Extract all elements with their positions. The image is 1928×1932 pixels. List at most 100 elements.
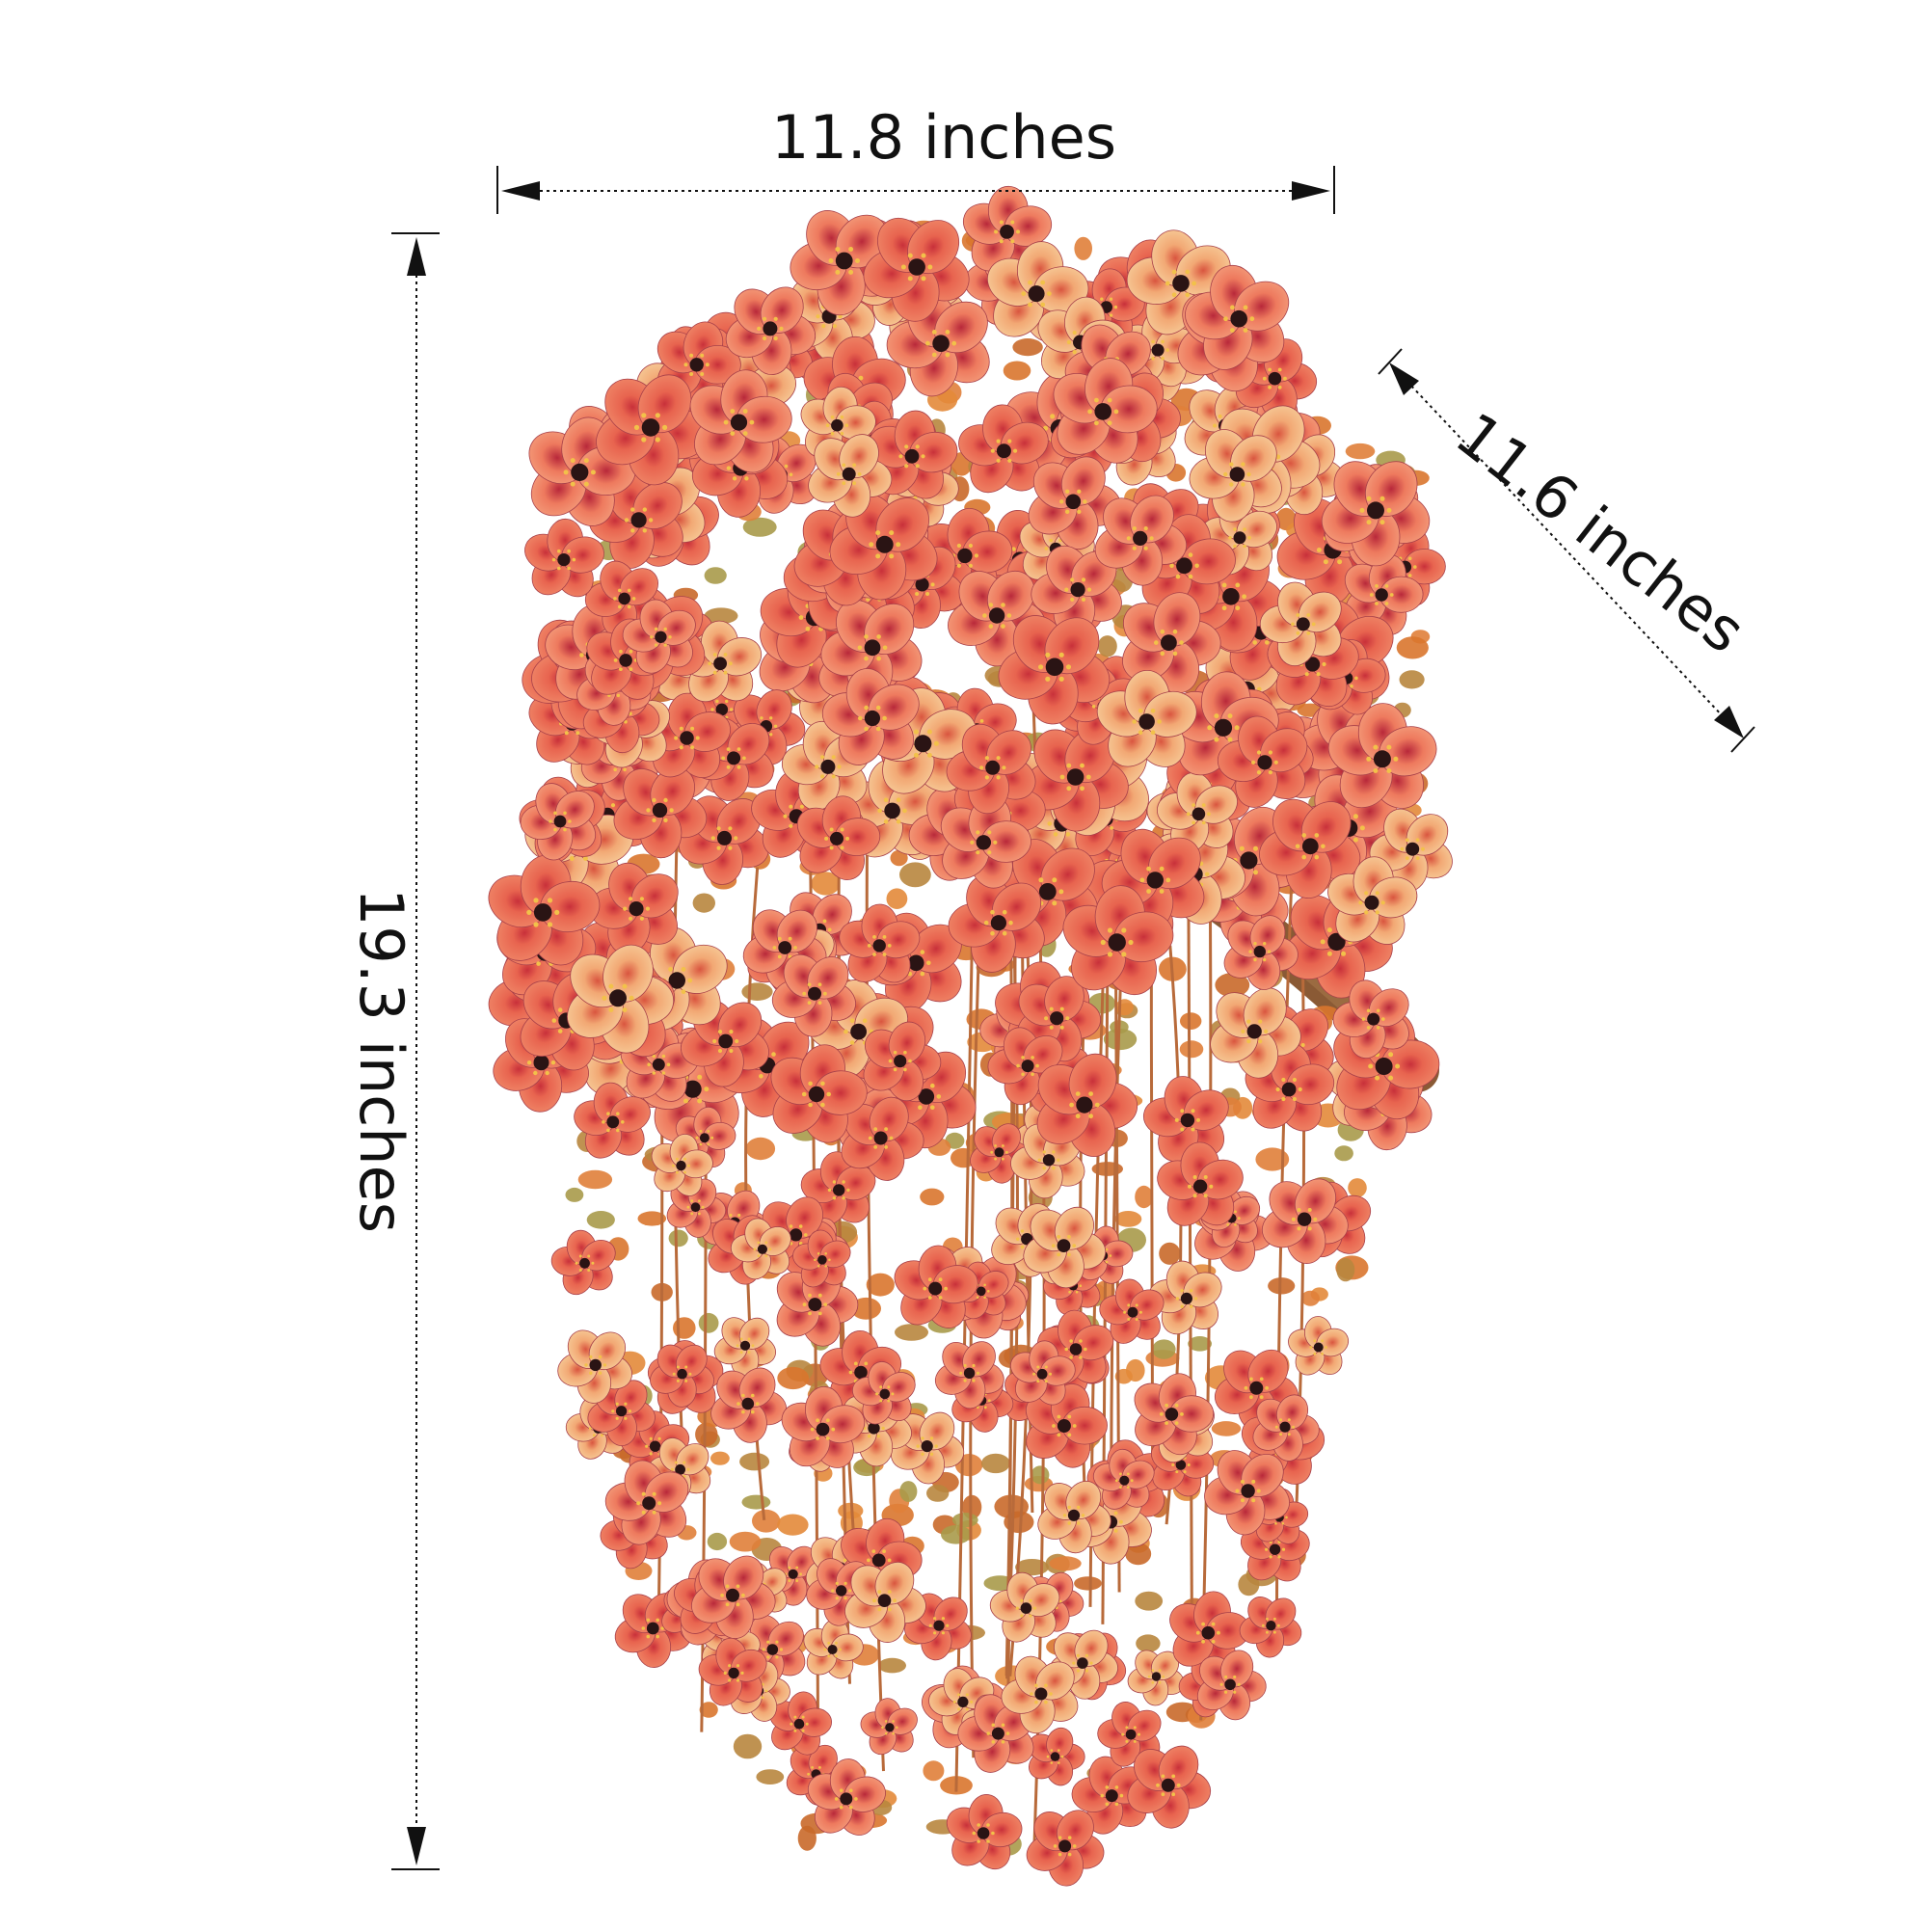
leaf [1097, 635, 1117, 657]
leaf [895, 1324, 928, 1341]
flower [951, 1261, 1009, 1320]
leaf [878, 1657, 906, 1674]
flower [768, 1691, 832, 1756]
flower [651, 1134, 713, 1196]
flower [957, 1694, 1034, 1773]
leaf [1215, 973, 1250, 998]
flower [1288, 1316, 1350, 1376]
flower [948, 570, 1047, 667]
leaf [704, 607, 738, 625]
leaf [981, 1453, 1010, 1474]
flower [488, 854, 601, 966]
leaf [741, 1494, 771, 1510]
flower [567, 944, 675, 1054]
leaf [1300, 1290, 1320, 1306]
leaf [1152, 1339, 1176, 1359]
flower [650, 1344, 715, 1408]
leaf [1126, 1358, 1145, 1382]
flower [588, 862, 679, 954]
leaf [1336, 1257, 1355, 1282]
flower [666, 1178, 727, 1238]
flower [1036, 1053, 1138, 1157]
flower [1369, 808, 1453, 893]
leaf [742, 517, 777, 537]
leaf [866, 1273, 895, 1297]
flower [1094, 495, 1188, 586]
flower [557, 1329, 632, 1404]
leaf [1255, 1147, 1290, 1171]
leaf [1114, 1211, 1142, 1227]
flower [691, 1555, 776, 1639]
flower [1009, 1340, 1076, 1406]
hanging-stem [969, 927, 981, 1758]
leaf [1159, 1242, 1181, 1265]
height-dimension-line [391, 232, 440, 1870]
leaf [777, 1514, 809, 1536]
leaf [692, 893, 715, 913]
flower [792, 1229, 851, 1288]
leaf [695, 1422, 718, 1447]
flower [614, 1593, 692, 1668]
flower [807, 1758, 886, 1836]
flower [796, 795, 881, 880]
leaf [1074, 236, 1092, 260]
flower [1031, 545, 1122, 637]
flower [528, 416, 636, 526]
flower [851, 1361, 916, 1425]
flower [1259, 581, 1342, 667]
flower [713, 1317, 777, 1378]
flower [803, 1618, 864, 1679]
leaf [637, 1211, 667, 1226]
leaf [811, 872, 841, 896]
flower [1217, 715, 1308, 808]
flower [790, 210, 897, 316]
leaf [1031, 1465, 1050, 1485]
flower [622, 599, 696, 674]
flower [1029, 1727, 1085, 1786]
flower [1127, 1650, 1185, 1706]
leaf [951, 1513, 978, 1528]
leaf [673, 1317, 696, 1339]
leaf [729, 1531, 762, 1552]
leaf [707, 1532, 728, 1551]
flower [1026, 1810, 1105, 1887]
flower [524, 518, 604, 598]
leaf [739, 1452, 770, 1471]
flower [958, 404, 1049, 494]
flower [1062, 885, 1174, 996]
flower [1148, 1260, 1222, 1335]
flower [1332, 979, 1409, 1060]
flower [946, 1794, 1023, 1870]
leaf [699, 1702, 718, 1718]
leaf [741, 982, 773, 1001]
flower [1023, 728, 1129, 832]
leaf [752, 1509, 781, 1533]
flower [1327, 856, 1418, 945]
leaf [1345, 443, 1376, 460]
leaf [923, 1760, 945, 1782]
leaf [1334, 1145, 1353, 1162]
flower [710, 1367, 788, 1443]
flower [934, 1341, 1004, 1409]
flower [681, 999, 769, 1087]
flower [1196, 1650, 1267, 1721]
leaf [797, 1825, 817, 1851]
leaf [777, 1366, 810, 1390]
leaf [704, 567, 727, 584]
flower [730, 1218, 791, 1280]
leaf [1136, 1634, 1161, 1652]
leaf [951, 1147, 977, 1168]
flower [1321, 461, 1431, 567]
leaf [920, 1188, 945, 1206]
leaf [710, 1451, 730, 1465]
leaf [733, 1733, 763, 1759]
leaf [890, 849, 908, 867]
leaf [899, 862, 931, 888]
flower [808, 434, 893, 518]
flower [1185, 264, 1290, 370]
leaf [1399, 670, 1425, 689]
flower [550, 1229, 616, 1296]
leaf [1012, 338, 1043, 357]
leaf [1074, 1576, 1102, 1591]
